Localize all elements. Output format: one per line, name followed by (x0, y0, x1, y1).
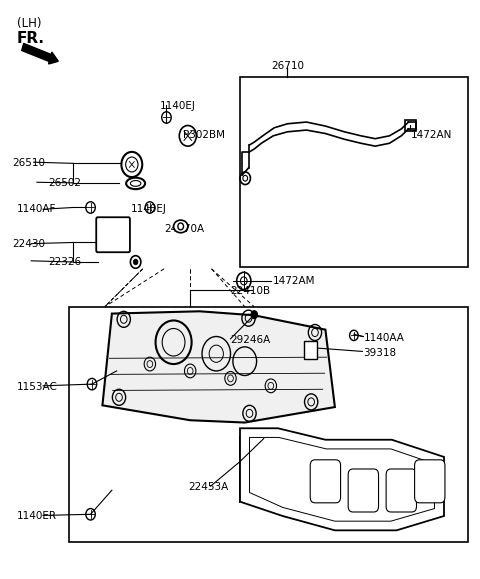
Text: 1472AM: 1472AM (273, 276, 316, 286)
Text: FR.: FR. (17, 31, 45, 46)
FancyBboxPatch shape (310, 460, 341, 503)
Text: 22410B: 22410B (230, 285, 271, 296)
Text: 1140ER: 1140ER (17, 511, 57, 521)
Text: 24570A: 24570A (164, 224, 204, 234)
Bar (240, 78, 468, 266)
Text: 22453A: 22453A (188, 482, 228, 492)
Text: 1153AC: 1153AC (17, 382, 58, 392)
Bar (405, 120, 416, 131)
Circle shape (251, 311, 258, 319)
FancyBboxPatch shape (348, 469, 379, 512)
FancyArrow shape (22, 43, 58, 64)
Bar (69, 307, 468, 542)
Text: 1140EJ: 1140EJ (159, 101, 195, 111)
Text: 26502: 26502 (48, 178, 81, 188)
Text: 1472AN: 1472AN (411, 130, 452, 140)
Text: 29246A: 29246A (230, 335, 271, 345)
Polygon shape (102, 312, 335, 423)
Text: 26510: 26510 (12, 158, 45, 168)
FancyBboxPatch shape (96, 217, 130, 252)
Text: 39318: 39318 (363, 347, 396, 358)
Ellipse shape (131, 181, 141, 186)
Text: 1140AA: 1140AA (363, 334, 404, 343)
Text: 1140EJ: 1140EJ (131, 204, 167, 214)
Ellipse shape (174, 220, 188, 233)
Circle shape (133, 259, 138, 265)
Text: (LH): (LH) (17, 17, 41, 30)
Text: 1140AF: 1140AF (17, 204, 56, 214)
Text: 26710: 26710 (271, 61, 304, 71)
Polygon shape (240, 428, 444, 530)
Text: P302BM: P302BM (183, 130, 225, 140)
FancyBboxPatch shape (386, 469, 417, 512)
Text: 22430: 22430 (12, 239, 45, 248)
Bar (304, 341, 317, 360)
FancyBboxPatch shape (415, 460, 445, 503)
Ellipse shape (126, 178, 145, 189)
Text: 22326: 22326 (48, 257, 81, 267)
